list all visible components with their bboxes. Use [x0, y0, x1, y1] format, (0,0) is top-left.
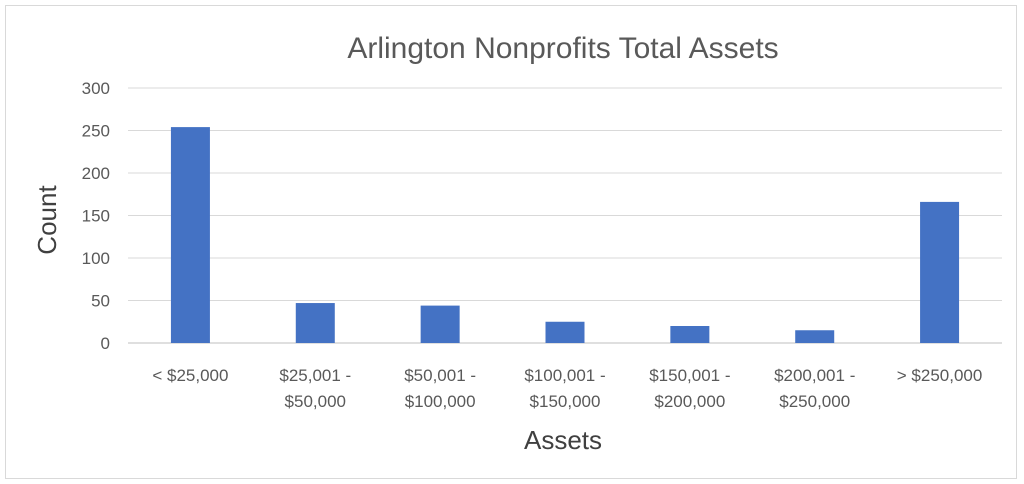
x-category-label: $150,001 -$200,000 [649, 366, 730, 411]
x-category-label: $50,001 -$100,000 [404, 366, 476, 411]
y-tick-label: 300 [82, 79, 110, 98]
bar [295, 303, 335, 343]
y-axis-title: Count [32, 185, 62, 255]
y-tick-label: 200 [82, 164, 110, 183]
bar [670, 326, 710, 343]
bar [170, 127, 210, 343]
x-category-label: $100,001 -$150,000 [524, 366, 605, 411]
y-tick-label: 150 [82, 207, 110, 226]
bar [795, 330, 835, 343]
bars [170, 127, 960, 343]
x-category-label: $200,001 -$250,000 [774, 366, 855, 411]
bar [420, 305, 460, 343]
bar [920, 201, 960, 343]
y-tick-label: 100 [82, 249, 110, 268]
y-axis-ticks: 0 50 100 150 200 250 300 [82, 79, 110, 353]
chart-frame: Arlington Nonprofits Total Assets Count … [5, 5, 1017, 479]
x-axis-categories: < $25,000 $25,001 -$50,000 $50,001 -$100,0… [152, 366, 982, 411]
y-tick-label: 250 [82, 122, 110, 141]
y-tick-label: 0 [101, 334, 110, 353]
bar-chart: Arlington Nonprofits Total Assets Count … [32, 32, 1002, 455]
x-category-label: > $250,000 [897, 366, 983, 385]
bar [545, 321, 585, 343]
x-category-label: $25,001 -$50,000 [279, 366, 351, 411]
gridlines [128, 87, 1002, 344]
chart-title: Arlington Nonprofits Total Assets [347, 32, 778, 65]
x-axis-title: Assets [524, 425, 602, 455]
x-category-label: < $25,000 [152, 366, 228, 385]
y-tick-label: 50 [91, 292, 110, 311]
